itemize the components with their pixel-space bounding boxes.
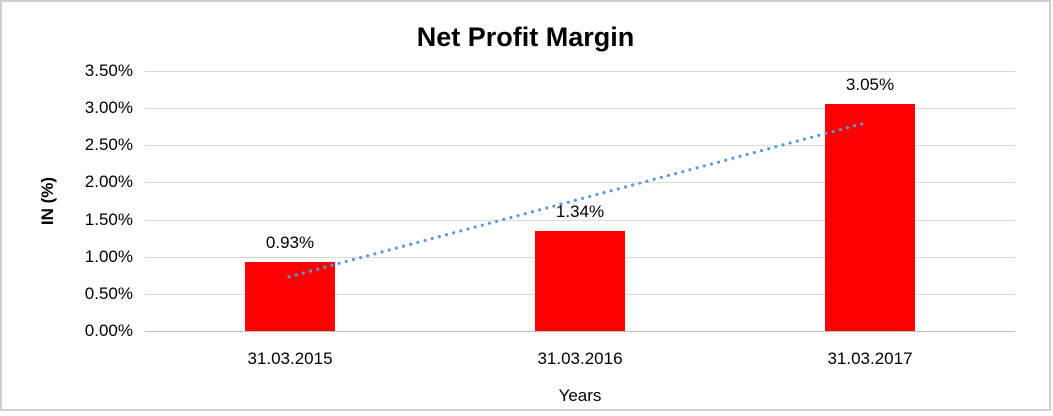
gridline: [145, 108, 1015, 110]
chart-title: Net Profit Margin: [416, 22, 635, 52]
bar-value-label: 3.05%: [845, 75, 895, 95]
bar-value-label: 0.93%: [265, 232, 315, 252]
x-category-label: 31.03.2016: [537, 349, 623, 368]
y-tick-label: 0.50%: [84, 283, 133, 303]
bar-value-label: 1.34%: [555, 202, 605, 222]
x-category-label: 31.03.2017: [827, 349, 913, 368]
x-category-label: 31.03.2015: [247, 349, 333, 368]
y-tick-label: 3.50%: [84, 61, 133, 80]
trendline-dotted: [287, 121, 867, 279]
gridline: [145, 182, 1015, 184]
trendline: [287, 121, 867, 279]
gridline: [145, 71, 1015, 72]
y-tick-label: 2.50%: [84, 135, 133, 155]
plot-area: [145, 71, 1015, 332]
gridline: [145, 219, 1015, 221]
gridline: [145, 145, 1015, 147]
y-tick-label: 3.00%: [84, 98, 133, 118]
y-tick-label: 1.00%: [84, 246, 133, 266]
bar-31.03.2017: [825, 104, 915, 331]
x-axis-title: Years: [558, 386, 602, 405]
y-tick-label: 1.50%: [84, 209, 133, 229]
y-tick-label: 0.00%: [84, 321, 133, 340]
x-axis-line: [145, 331, 1015, 332]
y-tick-label: 2.00%: [84, 172, 133, 192]
bar-31.03.2015: [245, 261, 335, 331]
bar-31.03.2016: [535, 231, 625, 331]
